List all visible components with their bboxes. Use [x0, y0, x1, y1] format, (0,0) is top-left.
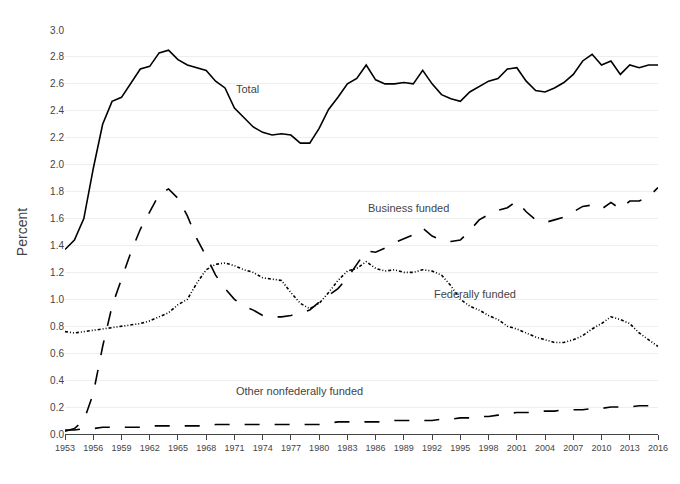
- svg-text:0.2: 0.2: [50, 402, 64, 413]
- svg-text:Business funded: Business funded: [368, 202, 449, 214]
- svg-text:2001: 2001: [507, 443, 527, 453]
- svg-text:1977: 1977: [281, 443, 301, 453]
- svg-text:1980: 1980: [309, 443, 329, 453]
- svg-text:3.0: 3.0: [50, 25, 64, 36]
- svg-text:2.8: 2.8: [50, 51, 64, 62]
- svg-text:2004: 2004: [535, 443, 555, 453]
- svg-text:2010: 2010: [592, 443, 612, 453]
- svg-text:Federally funded: Federally funded: [434, 288, 516, 300]
- svg-text:1.4: 1.4: [50, 240, 64, 251]
- svg-text:Other nonfederally funded: Other nonfederally funded: [236, 385, 363, 397]
- svg-text:1.0: 1.0: [50, 294, 64, 305]
- svg-text:1.6: 1.6: [50, 213, 64, 224]
- svg-text:1998: 1998: [479, 443, 499, 453]
- svg-text:1971: 1971: [224, 443, 244, 453]
- svg-text:1953: 1953: [55, 443, 75, 453]
- svg-text:1956: 1956: [83, 443, 103, 453]
- svg-text:1989: 1989: [394, 443, 414, 453]
- svg-text:0.8: 0.8: [50, 321, 64, 332]
- svg-text:0.6: 0.6: [50, 348, 64, 359]
- svg-text:2.4: 2.4: [50, 105, 64, 116]
- svg-text:1995: 1995: [450, 443, 470, 453]
- svg-text:2.0: 2.0: [50, 159, 64, 170]
- svg-text:1983: 1983: [337, 443, 357, 453]
- svg-text:Total: Total: [236, 83, 259, 95]
- svg-text:0.4: 0.4: [50, 375, 64, 386]
- svg-text:2.2: 2.2: [50, 132, 64, 143]
- svg-text:1986: 1986: [366, 443, 386, 453]
- svg-text:1968: 1968: [196, 443, 216, 453]
- svg-text:2013: 2013: [620, 443, 640, 453]
- svg-text:Percent: Percent: [14, 208, 30, 256]
- svg-text:2.6: 2.6: [50, 78, 64, 89]
- svg-text:2007: 2007: [563, 443, 583, 453]
- svg-text:1959: 1959: [111, 443, 131, 453]
- svg-text:1992: 1992: [422, 443, 442, 453]
- svg-text:1.8: 1.8: [50, 186, 64, 197]
- svg-text:1.2: 1.2: [50, 267, 64, 278]
- svg-text:0.0: 0.0: [50, 429, 64, 440]
- svg-text:1965: 1965: [168, 443, 188, 453]
- svg-text:2016: 2016: [648, 443, 668, 453]
- svg-text:1962: 1962: [140, 443, 160, 453]
- svg-text:1974: 1974: [253, 443, 273, 453]
